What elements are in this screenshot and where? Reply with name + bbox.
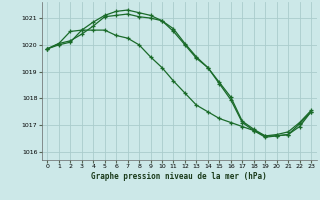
X-axis label: Graphe pression niveau de la mer (hPa): Graphe pression niveau de la mer (hPa) [91, 172, 267, 181]
